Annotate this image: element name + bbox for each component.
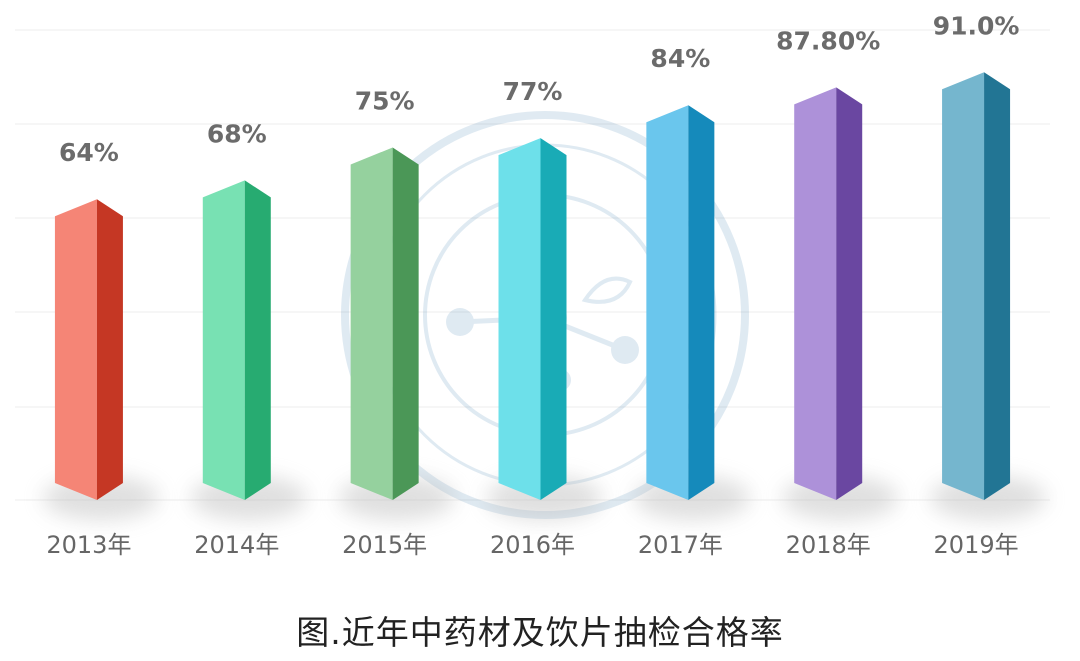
- bar-side-face: [392, 147, 419, 500]
- category-label: 2014年: [194, 531, 279, 559]
- bar-front-face: [794, 87, 837, 500]
- value-label: 87.80%: [776, 26, 880, 55]
- category-label: 2015年: [342, 531, 427, 559]
- bar-front-face: [54, 199, 97, 500]
- value-label: 75%: [355, 87, 415, 116]
- value-label: 84%: [650, 44, 710, 73]
- bar: [202, 180, 271, 500]
- chart-caption: 图.近年中药材及饮片抽检合格率: [296, 613, 784, 652]
- value-label: 91.0%: [933, 11, 1020, 40]
- bar-front-face: [646, 105, 689, 500]
- bar: [350, 147, 419, 500]
- bar-side-face: [540, 138, 567, 500]
- bar-front-face: [202, 180, 245, 500]
- bar-side-face: [96, 199, 123, 500]
- category-label: 2013年: [46, 531, 131, 559]
- category-label: 2019年: [934, 531, 1019, 559]
- category-label: 2016年: [490, 531, 575, 559]
- bar: [54, 199, 123, 500]
- category-label: 2018年: [786, 531, 871, 559]
- bar-front-face: [942, 72, 985, 501]
- bar-front-face: [350, 147, 393, 500]
- bar-side-face: [688, 105, 715, 500]
- category-label: 2017年: [638, 531, 723, 559]
- bar: [794, 87, 863, 500]
- value-labels: 64% 68% 75% 77% 84% 87.80% 91.0%: [59, 11, 1019, 167]
- bar-side-face: [244, 180, 271, 500]
- bar-side-face: [984, 72, 1011, 501]
- value-label: 68%: [207, 119, 267, 148]
- bar-front-face: [498, 138, 541, 500]
- bar: [498, 138, 567, 500]
- category-labels: 2013年 2014年 2015年 2016年 2017年 2018年 2019年: [46, 531, 1018, 559]
- bars: [54, 72, 1011, 501]
- bar: [646, 105, 715, 500]
- value-label: 64%: [59, 138, 119, 167]
- bar: [942, 72, 1011, 501]
- bar-side-face: [836, 87, 863, 500]
- value-label: 77%: [503, 77, 563, 106]
